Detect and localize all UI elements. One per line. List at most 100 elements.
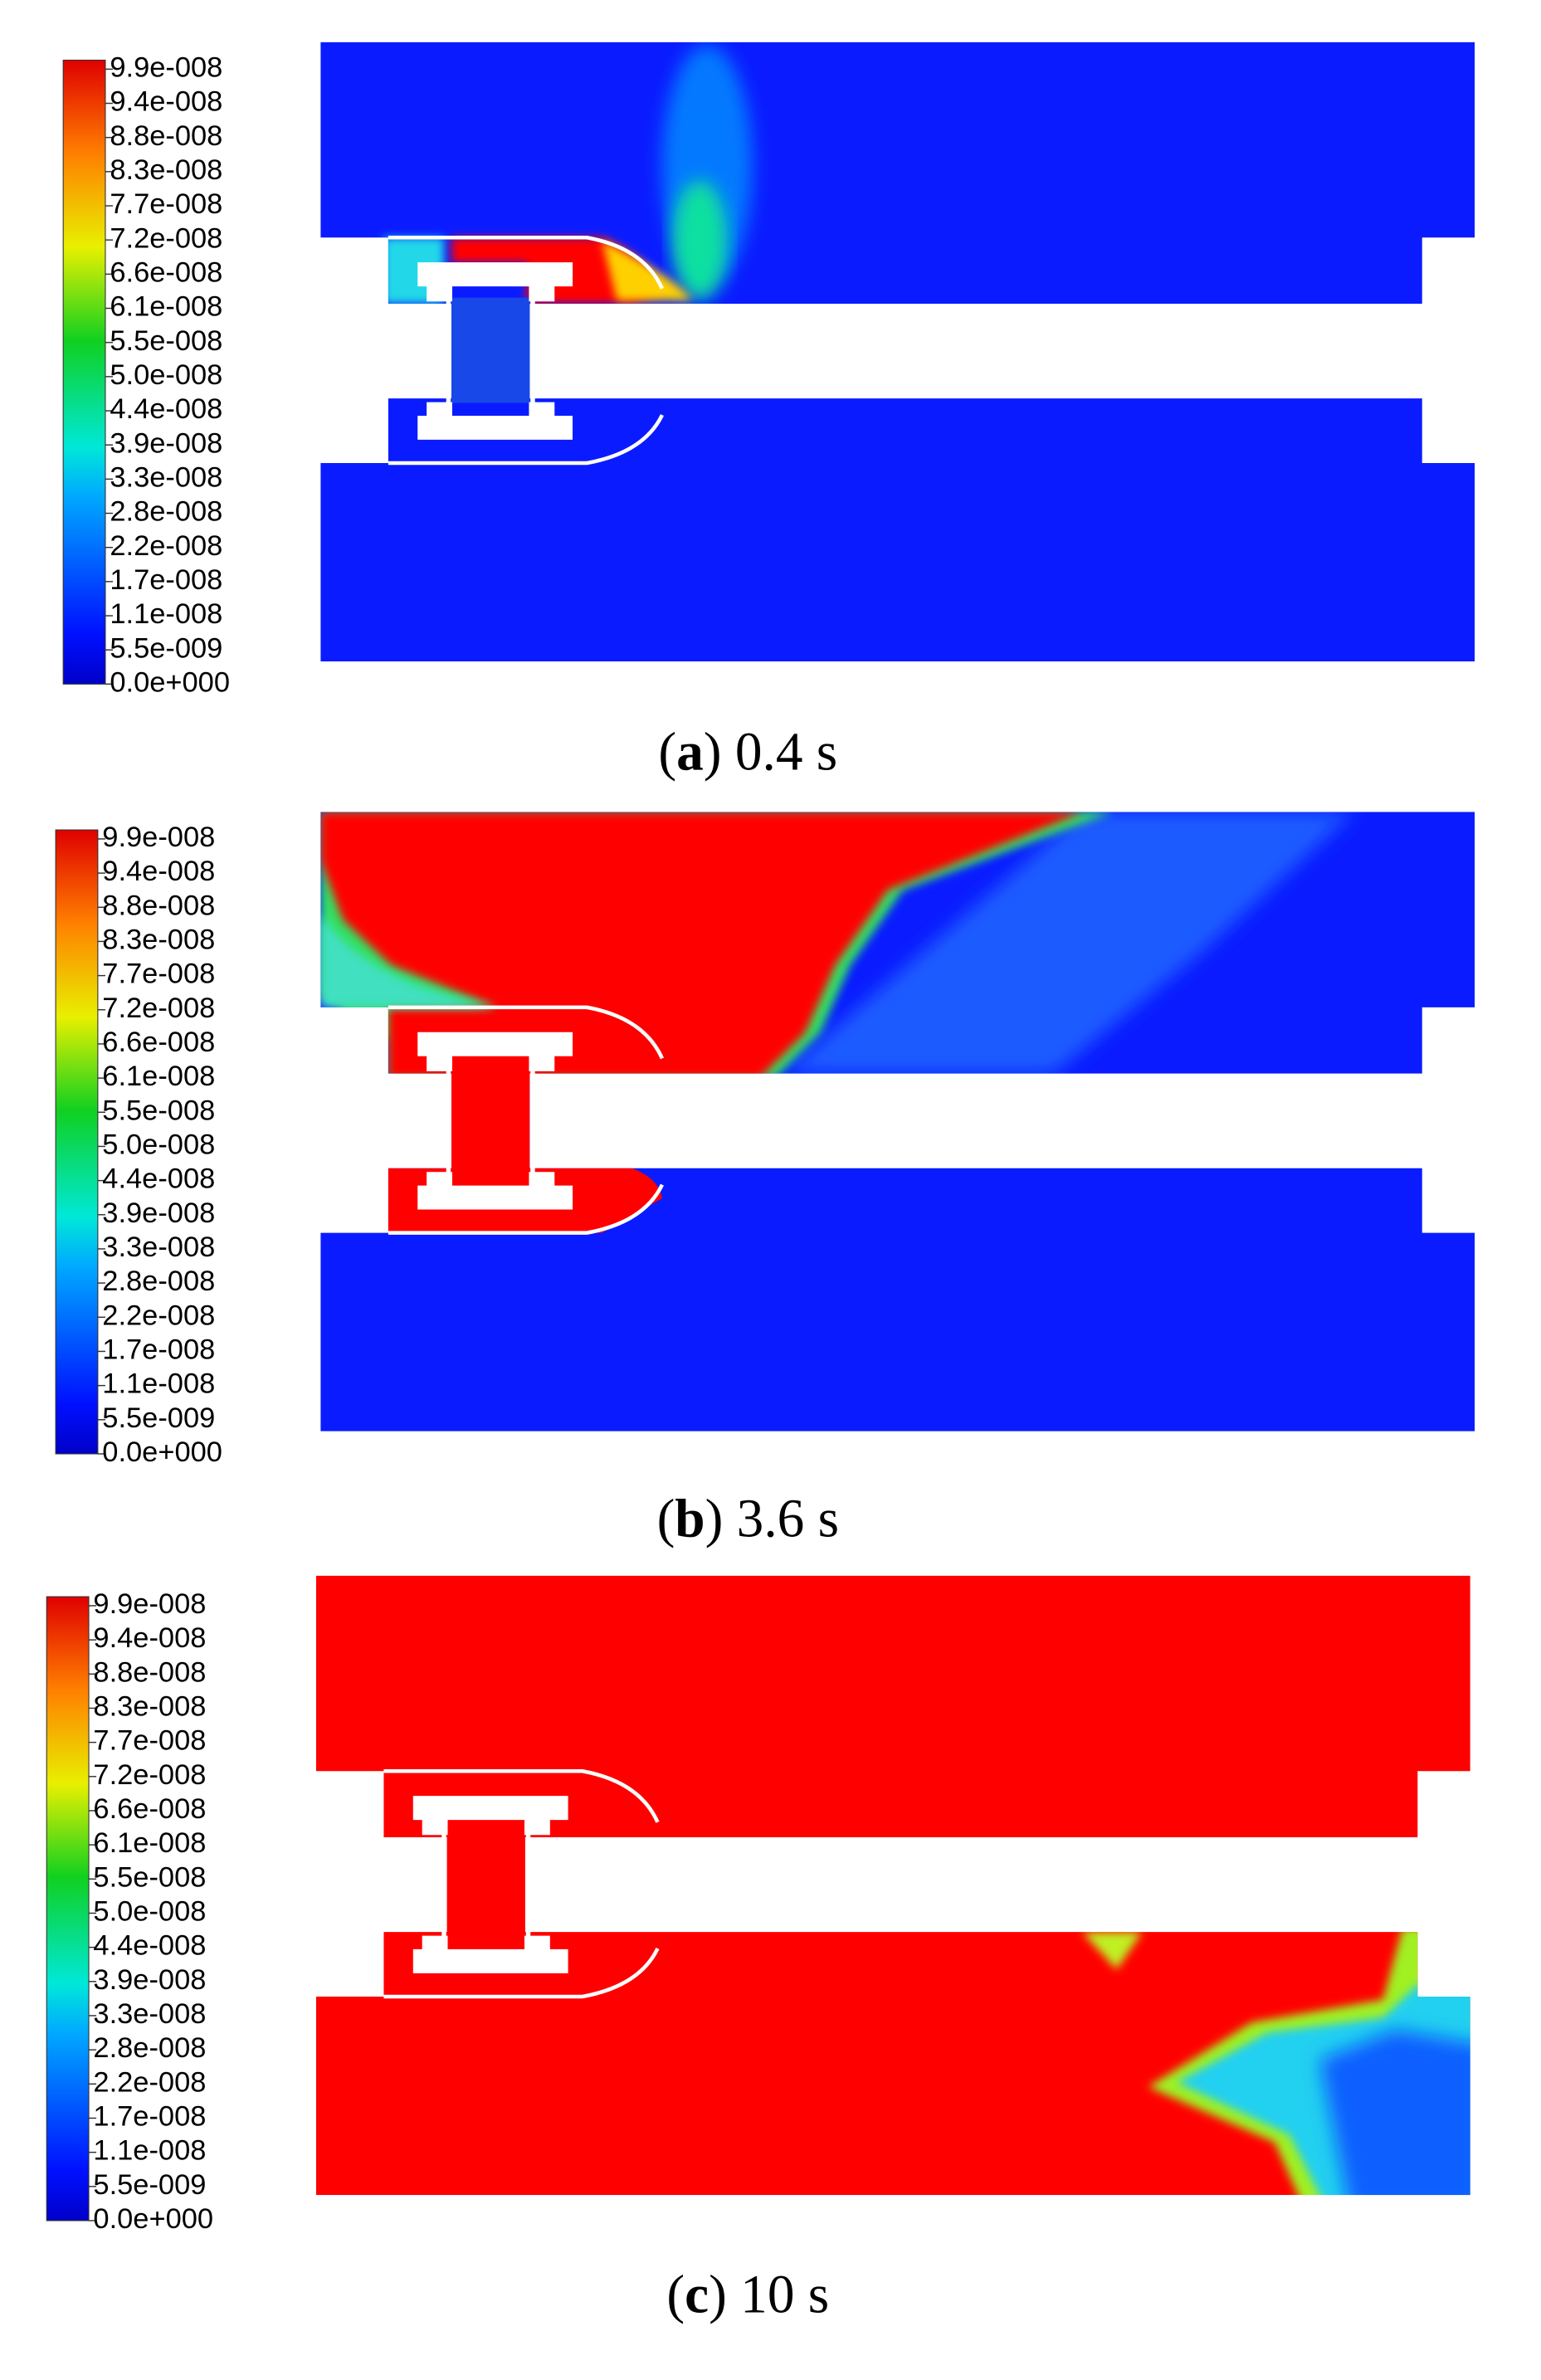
colorbar-label: 6.1e-008 bbox=[93, 1827, 206, 1859]
colorbar-label: 7.2e-008 bbox=[93, 1759, 206, 1791]
colorbar-label: 2.8e-008 bbox=[102, 1266, 215, 1297]
caption: (a) 0.4 s bbox=[658, 723, 837, 783]
colorbar-label: 8.8e-008 bbox=[110, 120, 222, 152]
colorbar-gradient bbox=[55, 829, 99, 1455]
colorbar-label: 0.0e+000 bbox=[93, 2203, 213, 2235]
colorbar: 9.9e-0089.4e-0088.8e-0088.3e-0087.7e-008… bbox=[55, 822, 222, 1468]
colorbar-label: 3.9e-008 bbox=[102, 1197, 215, 1229]
nose-curve bbox=[388, 414, 664, 466]
colorbar-label: 1.7e-008 bbox=[93, 2101, 206, 2133]
caption: (b) 3.6 s bbox=[657, 1490, 839, 1549]
colorbar-label: 3.3e-008 bbox=[110, 461, 222, 493]
left-cyan bbox=[320, 912, 497, 1007]
colorbar-label: 8.8e-008 bbox=[93, 1656, 206, 1688]
colorbar-label: 5.5e-008 bbox=[93, 1861, 206, 1893]
caption-part: c bbox=[685, 2265, 709, 2324]
colorbar-label: 5.0e-008 bbox=[93, 1896, 206, 1928]
piston-top bbox=[417, 262, 573, 302]
contour-field bbox=[315, 1575, 1470, 2196]
colorbar-label: 8.3e-008 bbox=[93, 1691, 206, 1723]
colorbar-gradient bbox=[62, 59, 106, 685]
piston-bottom bbox=[417, 402, 573, 440]
colorbar-label: 7.2e-008 bbox=[110, 222, 222, 254]
caption-part: ) 10 s bbox=[709, 2265, 829, 2324]
colorbar-label: 8.3e-008 bbox=[110, 154, 222, 186]
nose-curve bbox=[383, 1768, 660, 1823]
colorbar-label: 2.2e-008 bbox=[110, 530, 222, 562]
colorbar-label: 7.7e-008 bbox=[93, 1725, 206, 1757]
nose-curve bbox=[388, 1183, 664, 1235]
colorbar-label: 6.1e-008 bbox=[110, 291, 222, 323]
contour-field bbox=[320, 812, 1475, 1431]
colorbar-label: 3.9e-008 bbox=[93, 1964, 206, 1996]
caption: (c) 10 s bbox=[666, 2265, 829, 2324]
colorbar-label: 3.9e-008 bbox=[110, 427, 222, 459]
colorbar-label: 5.5e-009 bbox=[102, 1402, 215, 1434]
colorbar-label: 0.0e+000 bbox=[102, 1436, 222, 1468]
colorbar-label: 1.7e-008 bbox=[110, 564, 222, 596]
colorbar-label: 1.1e-008 bbox=[102, 1368, 215, 1400]
colorbar-label: 3.3e-008 bbox=[93, 1998, 206, 2030]
colorbar-label: 5.5e-009 bbox=[93, 2169, 206, 2201]
caption-part: ) 3.6 s bbox=[705, 1490, 839, 1549]
colorbar-label: 1.7e-008 bbox=[102, 1334, 215, 1366]
stem-blue bbox=[451, 297, 530, 403]
colorbar: 9.9e-0089.4e-0088.8e-0088.3e-0087.7e-008… bbox=[46, 1588, 213, 2235]
colorbar-label: 7.2e-008 bbox=[102, 992, 215, 1024]
caption-part: ( bbox=[658, 723, 676, 783]
contour-panel bbox=[315, 1575, 1470, 2196]
stem-red bbox=[451, 1067, 530, 1173]
contour-panel bbox=[320, 812, 1475, 1431]
colorbar-label: 6.6e-008 bbox=[110, 256, 222, 288]
caption-part: ( bbox=[657, 1490, 675, 1549]
caption-part: ) 0.4 s bbox=[704, 723, 837, 783]
colorbar-label: 5.5e-009 bbox=[110, 632, 222, 664]
colorbar-label: 9.9e-008 bbox=[93, 1588, 206, 1620]
colorbar-label: 4.4e-008 bbox=[110, 393, 222, 425]
front-light bbox=[783, 812, 1355, 1074]
spot-green bbox=[1081, 1932, 1143, 1970]
colorbar-gradient bbox=[46, 1596, 90, 2221]
colorbar-label: 9.4e-008 bbox=[110, 86, 222, 118]
caption-part: b bbox=[675, 1490, 705, 1549]
colorbar-label: 7.7e-008 bbox=[110, 188, 222, 220]
colorbar-label: 5.0e-008 bbox=[110, 359, 222, 391]
colorbar-label: 5.5e-008 bbox=[102, 1095, 215, 1126]
colorbar-label: 6.1e-008 bbox=[102, 1061, 215, 1092]
nose-curve bbox=[388, 1005, 665, 1060]
caption-part: ( bbox=[666, 2265, 685, 2324]
colorbar-label: 9.9e-008 bbox=[102, 822, 215, 853]
colorbar-label: 6.6e-008 bbox=[102, 1027, 215, 1058]
colorbar-label: 2.2e-008 bbox=[93, 2066, 206, 2098]
colorbar-label: 4.4e-008 bbox=[93, 1930, 206, 1962]
colorbar-label: 4.4e-008 bbox=[102, 1163, 215, 1195]
colorbar-label: 8.8e-008 bbox=[102, 890, 215, 921]
colorbar-label: 2.8e-008 bbox=[110, 496, 222, 528]
contour-field bbox=[320, 41, 1475, 662]
piston-bottom bbox=[417, 1172, 573, 1210]
colorbar: 9.9e-0089.4e-0088.8e-0088.3e-0087.7e-008… bbox=[62, 51, 230, 698]
colorbar-label: 9.4e-008 bbox=[102, 856, 215, 887]
colorbar-label: 9.4e-008 bbox=[93, 1622, 206, 1654]
colorbar-label: 2.2e-008 bbox=[102, 1300, 215, 1331]
contour-panel bbox=[320, 41, 1475, 662]
piston-top bbox=[417, 1031, 573, 1071]
colorbar-label: 7.7e-008 bbox=[102, 958, 215, 990]
colorbar-label: 8.3e-008 bbox=[102, 924, 215, 956]
front-red bbox=[320, 812, 1084, 1079]
colorbar-label: 6.6e-008 bbox=[93, 1793, 206, 1825]
blob-blue bbox=[1319, 2029, 1470, 2196]
nose-curve bbox=[388, 235, 665, 290]
colorbar-label: 1.1e-008 bbox=[93, 2135, 206, 2167]
colorbar-label: 2.8e-008 bbox=[93, 2032, 206, 2064]
colorbar-label: 1.1e-008 bbox=[110, 598, 222, 630]
colorbar-label: 5.0e-008 bbox=[102, 1129, 215, 1161]
caption-part: a bbox=[676, 723, 704, 783]
colorbar-label: 0.0e+000 bbox=[110, 666, 230, 698]
nose-warm bbox=[602, 240, 693, 301]
piston-top bbox=[412, 1796, 568, 1836]
colorbar-label: 3.3e-008 bbox=[102, 1231, 215, 1263]
colorbar-label: 5.5e-008 bbox=[110, 325, 222, 357]
